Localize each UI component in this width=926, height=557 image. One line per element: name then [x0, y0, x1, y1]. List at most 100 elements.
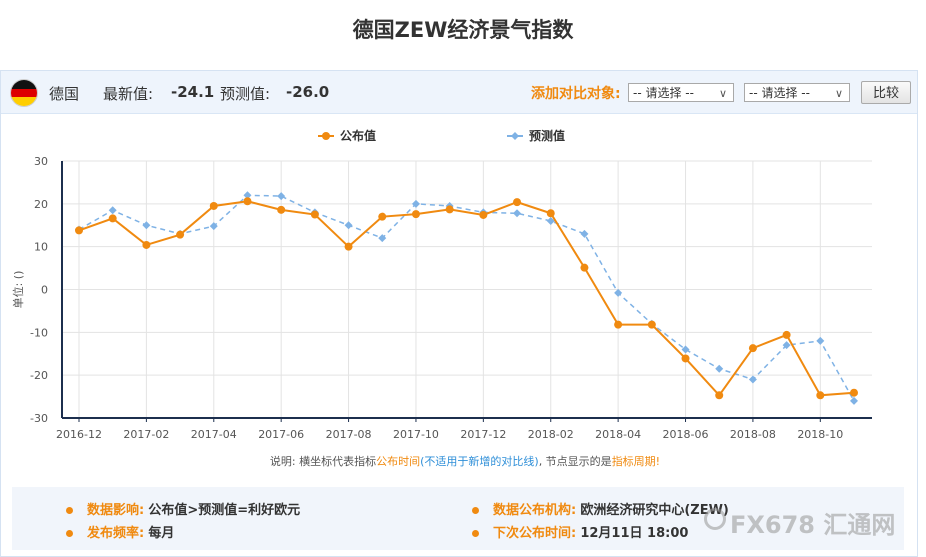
chart-note-part1: 说明: 横坐标代表指标 — [270, 454, 376, 468]
data-point-forecast — [209, 222, 218, 231]
x-tick-label: 2016-12 — [56, 428, 102, 441]
data-point-forecast — [411, 199, 420, 208]
data-point-published — [411, 210, 420, 219]
legend-published-label: 公布值 — [340, 128, 376, 143]
y-tick-label: -10 — [30, 326, 48, 339]
chart-note-part5: 指标周期! — [612, 454, 660, 468]
compare-label: 添加对比对象: — [531, 86, 621, 102]
bullet-icon — [66, 507, 73, 514]
x-tick-label: 2017-04 — [191, 428, 237, 441]
y-axis-title: 单位: () — [11, 271, 25, 309]
data-point-forecast — [580, 229, 589, 238]
data-point-published — [243, 197, 252, 206]
institution-value: 欧洲经济研究中心(ZEW) — [580, 503, 729, 518]
data-point-published — [513, 198, 522, 207]
latest-label: 最新值: — [103, 85, 154, 103]
data-point-forecast — [715, 364, 724, 373]
chevron-down-icon: ∨ — [718, 87, 727, 100]
latest-value: -24.1 — [171, 83, 215, 101]
data-point-forecast — [546, 216, 555, 225]
info-footer: 数据影响: 公布值>预测值=利好欧元 发布频率: 每月 数据公布机构: 欧洲经济… — [12, 487, 904, 550]
data-point-forecast — [850, 396, 858, 405]
impact-value: 公布值>预测值=利好欧元 — [148, 503, 301, 518]
compare-button[interactable]: 比较 — [861, 81, 911, 104]
x-tick-label: 2017-10 — [393, 428, 439, 441]
y-tick-label: 0 — [41, 284, 48, 297]
line-chart: 30 20 10 0 -10 -20 -30 2016-12 2017-02 2017-04 201… — [11, 128, 872, 468]
x-tick-label: 2017-12 — [460, 428, 506, 441]
chart-panel: 德国 最新值: -24.1 预测值: -26.0 添加对比对象: -- 请选择 … — [0, 70, 918, 557]
bullet-icon — [472, 507, 479, 514]
data-point-published — [546, 209, 555, 218]
x-tick-label: 2018-04 — [595, 428, 641, 441]
chart-note-part2: 公布时间 — [376, 455, 420, 468]
data-point-published — [142, 240, 151, 249]
data-point-published — [277, 205, 286, 214]
country-name: 德国 — [49, 85, 80, 103]
data-point-published — [614, 320, 623, 329]
institution-label: 数据公布机构: — [493, 503, 577, 518]
y-tick-label: 30 — [34, 155, 48, 168]
y-tick-label: 20 — [34, 198, 48, 211]
data-point-forecast — [108, 206, 117, 215]
data-point-published — [108, 214, 117, 223]
data-point-published — [176, 230, 185, 239]
data-point-published — [850, 388, 858, 397]
legend-forecast-label: 预测值 — [529, 128, 565, 143]
data-point-published — [715, 391, 724, 400]
page-title: 德国ZEW经济景气指数 — [352, 18, 574, 42]
series-line-published — [78, 200, 855, 397]
data-point-published — [310, 210, 319, 219]
x-tick-label: 2018-06 — [663, 428, 709, 441]
info-bar: 德国 最新值: -24.1 预测值: -26.0 添加对比对象: -- 请选择 … — [1, 71, 917, 114]
watermark-logo-icon — [704, 508, 726, 530]
compare-select-2-value: -- 请选择 -- — [749, 86, 810, 100]
x-tick-label: 2018-10 — [797, 428, 843, 441]
data-point-published — [479, 210, 488, 219]
data-point-published — [681, 354, 690, 363]
next-release-value: 12月11日 18:00 — [580, 526, 689, 541]
x-tick-label: 2017-08 — [326, 428, 372, 441]
watermark: FX678 汇通网 — [730, 511, 896, 539]
y-tick-label: -20 — [30, 369, 48, 382]
impact-label: 数据影响: — [87, 503, 145, 518]
data-point-forecast — [748, 375, 757, 384]
legend-forecast-marker — [511, 132, 519, 140]
data-point-published — [378, 212, 387, 221]
legend-published-marker — [322, 132, 330, 140]
data-point-forecast — [681, 345, 690, 354]
chart-note-part4: , 节点显示的是 — [539, 454, 612, 468]
impact-item: 数据影响: 公布值>预测值=利好欧元 — [66, 499, 300, 518]
x-tick-label: 2017-06 — [258, 428, 304, 441]
data-point-forecast — [513, 209, 522, 218]
x-tick-label: 2018-02 — [528, 428, 574, 441]
data-point-published — [647, 320, 656, 329]
compare-select-2[interactable]: -- 请选择 -- ∨ — [744, 83, 850, 102]
data-point-forecast — [243, 191, 252, 200]
data-point-published — [344, 242, 353, 251]
frequency-label: 发布频率: — [87, 526, 145, 541]
next-release-label: 下次公布时间: — [493, 526, 577, 541]
germany-flag-icon — [10, 79, 38, 107]
data-point-published — [816, 391, 825, 400]
forecast-label: 预测值: — [220, 85, 271, 103]
frequency-value: 每月 — [148, 526, 175, 541]
y-tick-label: -30 — [30, 412, 48, 425]
compare-select-1[interactable]: -- 请选择 -- ∨ — [628, 83, 734, 102]
data-point-published — [580, 263, 589, 272]
bullet-icon — [66, 530, 73, 537]
data-point-forecast — [344, 221, 353, 230]
data-point-forecast — [142, 221, 151, 230]
data-point-published — [445, 205, 454, 214]
data-point-published — [782, 330, 791, 339]
chevron-down-icon: ∨ — [834, 87, 843, 100]
y-tick-label: 10 — [34, 241, 48, 254]
next-release-item: 下次公布时间: 12月11日 18:00 — [472, 522, 688, 541]
data-point-published — [75, 226, 83, 235]
data-point-forecast — [277, 192, 286, 201]
data-point-published — [748, 344, 757, 353]
frequency-item: 发布频率: 每月 — [66, 522, 174, 541]
data-point-forecast — [378, 234, 387, 243]
forecast-value: -26.0 — [286, 83, 330, 101]
data-point-forecast — [816, 336, 825, 345]
